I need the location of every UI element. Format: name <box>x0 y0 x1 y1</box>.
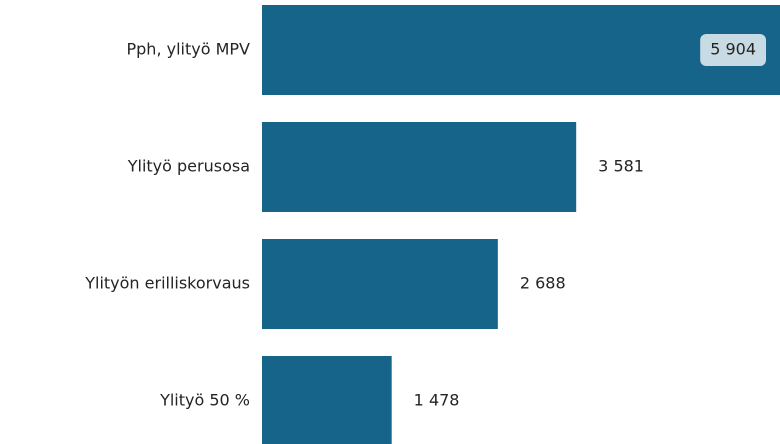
data-label: 2 688 <box>520 274 566 293</box>
category-label: Ylityön erilliskorvaus <box>84 274 250 293</box>
category-label: Pph, ylityö MPV <box>127 40 251 59</box>
data-label: 1 478 <box>414 391 460 410</box>
bar <box>262 356 392 444</box>
category-label: Ylityö perusosa <box>127 157 250 176</box>
bar <box>262 239 498 329</box>
data-label: 5 904 <box>710 40 756 59</box>
category-label: Ylityö 50 % <box>159 391 250 410</box>
data-label: 3 581 <box>598 157 644 176</box>
data-label-box <box>700 34 766 66</box>
bar <box>262 122 577 212</box>
bar <box>262 5 780 95</box>
